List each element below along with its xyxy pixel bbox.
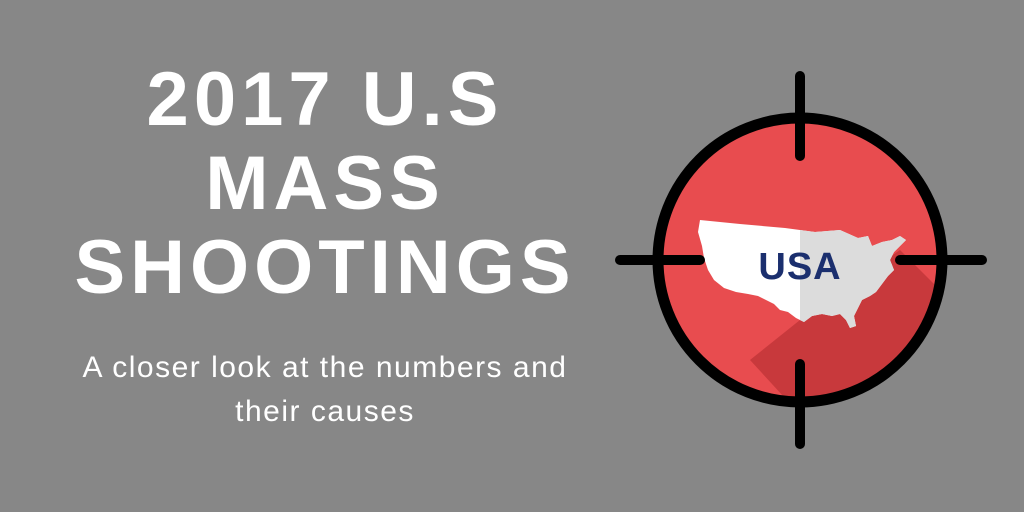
title-line-3: SHOOTINGS [74,225,576,310]
crosshair-icon: USA [615,71,987,449]
subtitle-line-1: A closer look at the numbers and [82,351,568,384]
subtitle: A closer look at the numbers and their c… [20,346,630,434]
usa-map-shaded-half [800,230,906,328]
title-line-1: 2017 U.S [146,57,504,142]
subtitle-line-2: their causes [235,395,415,428]
map-shadow [750,250,940,400]
title-block: 2017 U.S MASS SHOOTINGS [20,58,630,310]
map-label: USA [758,246,841,288]
usa-map-icon [698,220,906,328]
title-line-2: MASS [205,141,445,226]
